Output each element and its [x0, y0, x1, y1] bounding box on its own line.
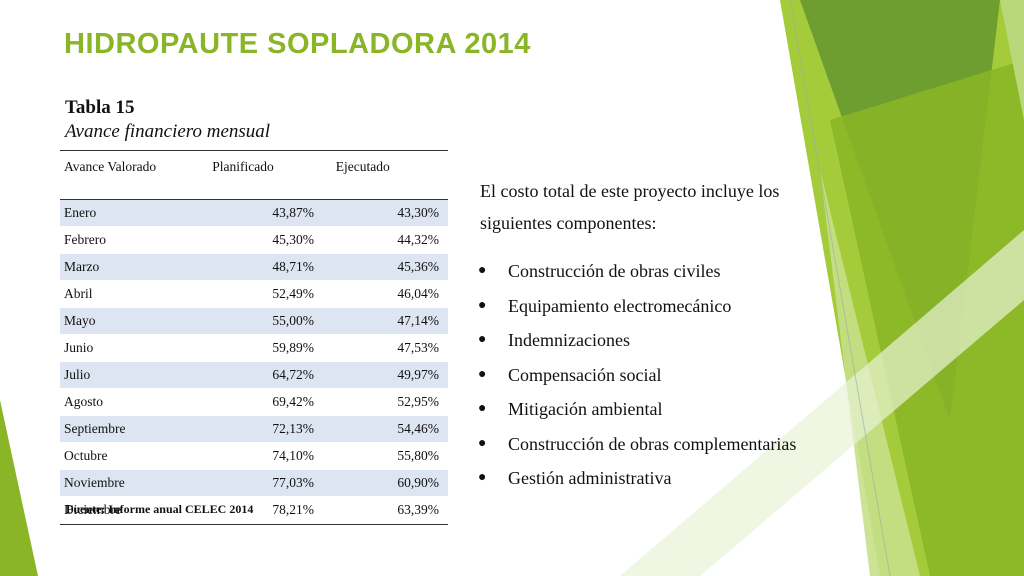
list-item: ● Mitigación ambiental	[478, 392, 808, 427]
bullet-icon: ●	[478, 401, 487, 416]
list-item: ● Gestión administrativa	[478, 461, 808, 496]
table-caption-description: Avance financiero mensual	[65, 121, 271, 142]
cell-executed: 47,53%	[397, 340, 439, 355]
cell-month: Diciembre	[64, 502, 121, 517]
bullet-icon: ●	[478, 332, 487, 347]
list-item: ● Construcción de obras complementarias	[478, 427, 808, 462]
list-item-text: Construcción de obras complementarias	[508, 433, 797, 454]
cell-month: Julio	[64, 367, 91, 382]
table-row: Marzo 48,71% 45,36%	[60, 254, 448, 281]
cell-planned: 45,30%	[272, 232, 314, 247]
cell-month: Marzo	[64, 259, 100, 274]
cell-executed: 49,97%	[397, 367, 439, 382]
list-item-text: Mitigación ambiental	[508, 399, 663, 419]
cell-planned: 48,71%	[272, 259, 314, 274]
slide-title: HIDROPAUTE SOPLADORA 2014	[64, 28, 531, 60]
cell-executed: 54,46%	[397, 421, 439, 436]
bullet-icon: ●	[478, 297, 487, 313]
list-item: ● Indemnizaciones	[478, 323, 808, 358]
list-item: ● Compensación social	[478, 358, 808, 393]
cell-month: Febrero	[64, 232, 106, 247]
bullet-icon: ●	[478, 470, 487, 485]
cell-planned: 55,00%	[272, 313, 314, 328]
cell-month: Octubre	[64, 448, 108, 463]
cell-executed: 46,04%	[397, 286, 439, 301]
table-row: Mayo 55,00% 47,14%	[60, 308, 448, 335]
list-item: ● Equipamiento electromecánico	[478, 289, 808, 324]
table-row: Septiembre 72,13% 54,46%	[60, 416, 448, 443]
list-item-text: Compensación social	[508, 364, 662, 385]
cell-planned: 78,21%	[272, 502, 314, 517]
cell-month: Septiembre	[64, 421, 126, 436]
components-list: ● Construcción de obras civiles ● Equipami…	[478, 254, 808, 496]
table-row: Julio 64,72% 49,97%	[60, 362, 448, 389]
table-row: Enero 43,87% 43,30%	[60, 200, 448, 227]
list-item: ● Construcción de obras civiles	[478, 254, 808, 289]
table-source-note: Fuente: Informe anual CELEC 2014	[66, 502, 254, 516]
cell-executed: 55,80%	[397, 448, 439, 463]
table-row: Abril 52,49% 46,04%	[60, 281, 448, 308]
table-header: Avance Valorado Planificado Ejecutado	[60, 150, 448, 200]
financial-progress-table: Avance Valorado Planificado Ejecutado En…	[60, 150, 448, 525]
cell-planned: 74,10%	[272, 448, 314, 463]
table-row: Junio 59,89% 47,53%	[60, 335, 448, 362]
column-header: Ejecutado	[335, 159, 390, 174]
cell-executed: 60,90%	[397, 475, 439, 490]
table-caption-number: Tabla 15	[65, 97, 135, 118]
table-row: Octubre 74,10% 55,80%	[60, 443, 448, 470]
list-item-text: Indemnizaciones	[508, 330, 630, 350]
table-row: Agosto 69,42% 52,95%	[60, 389, 448, 416]
column-header: Planificado	[212, 159, 274, 174]
cell-planned: 59,89%	[272, 340, 314, 355]
cell-month: Agosto	[64, 394, 104, 409]
list-item-text: Equipamiento electromecánico	[508, 295, 732, 316]
cell-executed: 47,14%	[397, 313, 439, 328]
cell-month: Noviembre	[64, 475, 125, 490]
cell-executed: 44,32%	[397, 232, 439, 247]
list-item-text: Construcción de obras civiles	[508, 261, 721, 281]
cell-month: Mayo	[64, 313, 96, 328]
table-body: Enero 43,87% 43,30% Febrero 45,30% 44,32% Ma…	[60, 200, 448, 525]
cell-planned: 64,72%	[272, 367, 314, 382]
bullet-icon: ●	[478, 366, 487, 382]
column-header: Avance Valorado	[64, 159, 157, 174]
cell-planned: 77,03%	[272, 475, 314, 490]
cell-planned: 69,42%	[272, 394, 314, 409]
cell-planned: 52,49%	[272, 286, 314, 301]
cell-month: Enero	[64, 205, 97, 220]
cell-executed: 63,39%	[397, 502, 439, 517]
table-row: Noviembre 77,03% 60,90%	[60, 470, 448, 497]
bullet-icon: ●	[478, 435, 487, 451]
table-row: Febrero 45,30% 44,32%	[60, 227, 448, 254]
intro-paragraph: El costo total de este proyecto incluye …	[480, 181, 780, 233]
cell-planned: 43,87%	[272, 205, 314, 220]
cell-executed: 52,95%	[397, 394, 439, 409]
table-row: Diciembre 78,21% 63,39%	[60, 497, 448, 524]
bullet-icon: ●	[478, 263, 487, 278]
cell-month: Junio	[64, 340, 94, 355]
cell-executed: 45,36%	[397, 259, 439, 274]
cell-month: Abril	[64, 286, 93, 301]
cell-planned: 72,13%	[272, 421, 314, 436]
cell-executed: 43,30%	[397, 205, 439, 220]
list-item-text: Gestión administrativa	[508, 468, 672, 488]
